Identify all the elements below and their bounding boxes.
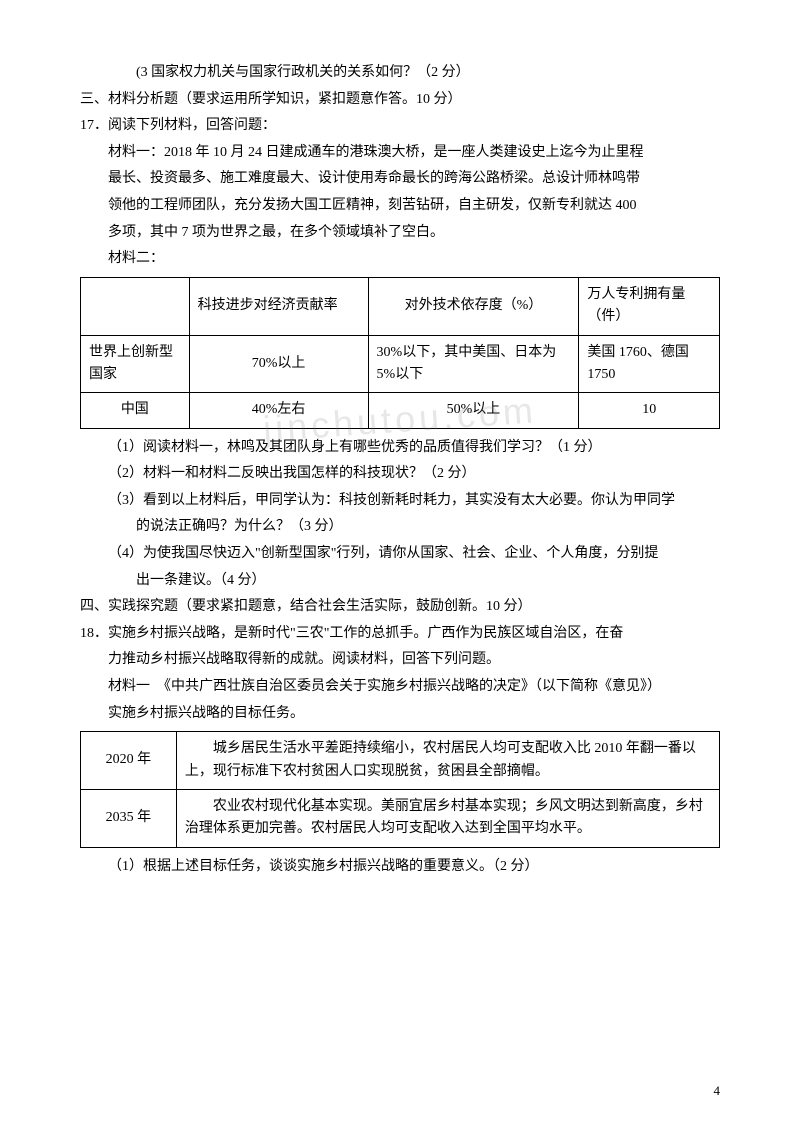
section-4-heading: 四、实践探究题（要求紧扣题意，结合社会生活实际，鼓励创新。10 分）	[80, 594, 720, 621]
t2-r2c1: 2035 年	[81, 790, 177, 848]
t1-h2: 科技进步对经济贡献率	[189, 277, 368, 335]
t1-r1c2: 70%以上	[189, 335, 368, 393]
tech-table: 科技进步对经济贡献率 对外技术依存度（%） 万人专利拥有量（件） 世界上创新型国…	[80, 277, 720, 429]
t1-r2c1: 中国	[81, 393, 190, 428]
t1-r1c1: 世界上创新型国家	[81, 335, 190, 393]
q17-stem: 17．阅读下列材料，回答问题：	[80, 113, 720, 140]
goals-table: 2020 年 城乡居民生活水平差距持续缩小，农村居民人均可支配收入比 2010 …	[80, 731, 720, 848]
t1-r2c3: 50%以上	[368, 393, 579, 428]
q17-m1-l1: 材料一：2018 年 10 月 24 日建成通车的港珠澳大桥，是一座人类建设史上…	[80, 140, 720, 167]
t1-h1	[81, 277, 190, 335]
t1-h4: 万人专利拥有量（件）	[579, 277, 720, 335]
section-3-heading: 三、材料分析题（要求运用所学知识，紧扣题意作答。10 分）	[80, 87, 720, 114]
t2-r1c2: 城乡居民生活水平差距持续缩小，农村居民人均可支配收入比 2010 年翻一番以上，…	[176, 732, 719, 790]
q17-m1-l4: 多项，其中 7 项为世界之最，在多个领域填补了空白。	[80, 220, 720, 247]
q18-1: （1）根据上述目标任务，谈谈实施乡村振兴战略的重要意义。（2 分）	[80, 854, 720, 881]
t1-r2c4: 10	[579, 393, 720, 428]
q17-m1-l2: 最长、投资最多、施工难度最大、设计使用寿命最长的跨海公路桥梁。总设计师林鸣带	[80, 166, 720, 193]
t1-h3: 对外技术依存度（%）	[368, 277, 579, 335]
q17-2: （2）材料一和材料二反映出我国怎样的科技现状？（2 分）	[80, 461, 720, 488]
t1-r2c2: 40%左右	[189, 393, 368, 428]
t1-r1c3: 30%以下，其中美国、日本为5%以下	[368, 335, 579, 393]
q17-3b: 的说法正确吗？为什么？（3 分）	[80, 514, 720, 541]
t1-r1c4: 美国 1760、德国1750	[579, 335, 720, 393]
q18-m1a: 材料一 《中共广西壮族自治区委员会关于实施乡村振兴战略的决定》（以下简称《意见》…	[80, 674, 720, 701]
q18-stem-b: 力推动乡村振兴战略取得新的成就。阅读材料，回答下列问题。	[80, 647, 720, 674]
q16-3: (3 国家权力机关与国家行政机关的关系如何？（2 分）	[80, 60, 720, 87]
page-number: 4	[714, 1079, 721, 1104]
q17-m2-label: 材料二：	[80, 246, 720, 273]
t2-r2c2: 农业农村现代化基本实现。美丽宜居乡村基本实现；乡风文明达到新高度，乡村治理体系更…	[176, 790, 719, 848]
t2-r1c1: 2020 年	[81, 732, 177, 790]
q18-stem-a: 18．实施乡村振兴战略，是新时代"三农"工作的总抓手。广西作为民族区域自治区，在…	[80, 621, 720, 648]
q17-3a: （3）看到以上材料后，甲同学认为：科技创新耗时耗力，其实没有太大必要。你认为甲同…	[80, 488, 720, 515]
q17-1: （1）阅读材料一，林鸣及其团队身上有哪些优秀的品质值得我们学习？（1 分）	[80, 435, 720, 462]
q17-4b: 出一条建议。（4 分）	[80, 568, 720, 595]
q18-m1b: 实施乡村振兴战略的目标任务。	[80, 701, 720, 728]
q17-4a: （4）为使我国尽快迈入"创新型国家"行列，请你从国家、社会、企业、个人角度，分别…	[80, 541, 720, 568]
q17-m1-l3: 领他的工程师团队，充分发扬大国工匠精神，刻苦钻研，自主研发，仅新专利就达 400	[80, 193, 720, 220]
